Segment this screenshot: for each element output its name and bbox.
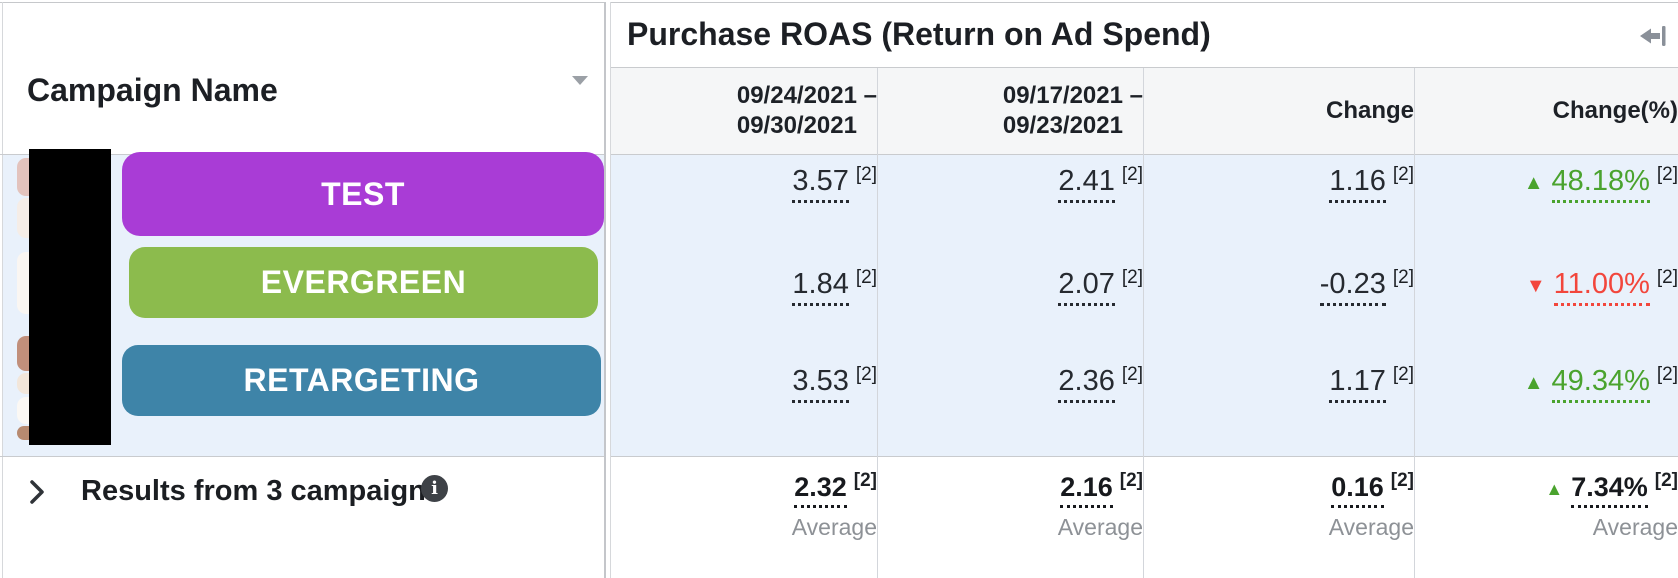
summary-cell[interactable]: 2.16 [2] bbox=[877, 467, 1154, 513]
campaign-name-pill[interactable]: EVERGREEN bbox=[129, 247, 598, 318]
summary-value[interactable]: 2.32 bbox=[794, 472, 847, 508]
table-top-border bbox=[0, 2, 1678, 3]
metric-value[interactable]: 2.36 bbox=[1058, 365, 1115, 403]
metric-value[interactable]: -0.23 bbox=[1319, 268, 1386, 306]
metric-cell[interactable]: -0.23 [2] bbox=[1143, 264, 1440, 310]
pinned-column-divider[interactable] bbox=[604, 2, 611, 578]
column-separator bbox=[1143, 68, 1144, 578]
metric-cell[interactable]: 3.53 [2] bbox=[610, 361, 901, 407]
metric-cell[interactable]: 1.84 [2] bbox=[610, 264, 901, 310]
metric-value[interactable]: 1.17 bbox=[1329, 365, 1386, 403]
metric-group-title: Purchase ROAS (Return on Ad Spend) bbox=[627, 16, 1211, 52]
footnote-marker: [2] bbox=[855, 164, 877, 185]
footnote-marker: [2] bbox=[1390, 470, 1414, 491]
metric-cell[interactable]: 1.17 [2] bbox=[1143, 361, 1440, 407]
results-summary-label: Results from 3 campaigns bbox=[81, 474, 442, 507]
summary-cell[interactable]: 2.32 [2] bbox=[610, 467, 886, 513]
metric-value[interactable]: 2.07 bbox=[1058, 268, 1115, 306]
column-separator bbox=[877, 68, 878, 578]
footer-divider bbox=[0, 456, 1678, 457]
average-label: Average bbox=[1592, 513, 1678, 540]
metric-cell[interactable]: 2.41 [2] bbox=[877, 161, 1179, 207]
metric-value[interactable]: 3.57 bbox=[792, 165, 849, 203]
trend-down-icon: ▼ bbox=[1525, 274, 1546, 297]
metric-cell[interactable]: ▲ 48.18% [2] bbox=[1414, 161, 1678, 207]
metric-value[interactable]: 3.53 bbox=[792, 365, 849, 403]
table-left-border bbox=[2, 2, 3, 578]
column-header-change[interactable]: Change bbox=[1325, 97, 1414, 124]
column-separator bbox=[1414, 68, 1415, 578]
metric-cell[interactable]: ▼ 11.00% [2] bbox=[1414, 264, 1678, 310]
date-range-line1: 09/24/2021 – bbox=[736, 82, 877, 109]
footnote-marker: [2] bbox=[855, 364, 877, 385]
footnote-marker: [2] bbox=[1656, 364, 1678, 385]
metric-value[interactable]: 1.16 bbox=[1329, 165, 1386, 203]
footnote-marker: [2] bbox=[1392, 267, 1414, 288]
summary-value[interactable]: 0.16 bbox=[1331, 472, 1384, 508]
trend-up-icon: ▲ bbox=[1523, 171, 1544, 194]
footnote-marker: [2] bbox=[1121, 164, 1143, 185]
metric-cell[interactable]: 2.07 [2] bbox=[877, 264, 1179, 310]
info-icon[interactable]: i bbox=[421, 475, 448, 502]
footnote-marker: [2] bbox=[1392, 164, 1414, 185]
footnote-marker: [2] bbox=[1392, 364, 1414, 385]
header-body-divider bbox=[0, 154, 1678, 155]
footnote-marker: [2] bbox=[1654, 470, 1678, 491]
metric-value[interactable]: 49.34% bbox=[1551, 365, 1650, 403]
metric-value[interactable]: 11.00% bbox=[1553, 268, 1650, 306]
average-label: Average bbox=[1328, 513, 1414, 540]
footnote-marker: [2] bbox=[1656, 267, 1678, 288]
subheader-band bbox=[611, 68, 1678, 154]
metric-cell[interactable]: 2.36 [2] bbox=[877, 361, 1179, 407]
metric-value[interactable]: 2.41 bbox=[1058, 165, 1115, 203]
summary-cell[interactable]: ▲ 7.34% [2] bbox=[1414, 467, 1678, 513]
summary-cell[interactable]: 0.16 [2] bbox=[1143, 467, 1433, 513]
column-header-current-period[interactable]: 09/24/2021 – 09/30/2021 bbox=[610, 68, 889, 154]
campaign-name-pill[interactable]: TEST bbox=[122, 152, 604, 236]
average-label: Average bbox=[791, 513, 877, 540]
chevron-down-icon[interactable] bbox=[572, 76, 588, 85]
footnote-marker: [2] bbox=[1119, 470, 1143, 491]
footnote-marker: [2] bbox=[1121, 267, 1143, 288]
collapse-column-icon[interactable] bbox=[1638, 23, 1668, 49]
metric-header-divider bbox=[611, 67, 1678, 68]
metric-cell[interactable]: 3.57 [2] bbox=[610, 161, 901, 207]
footnote-marker: [2] bbox=[853, 470, 877, 491]
metric-cell[interactable]: ▲ 49.34% [2] bbox=[1414, 361, 1678, 407]
footnote-marker: [2] bbox=[855, 267, 877, 288]
metric-value[interactable]: 48.18% bbox=[1551, 165, 1650, 203]
summary-value[interactable]: 7.34% bbox=[1571, 472, 1648, 508]
metric-cell[interactable]: 1.16 [2] bbox=[1143, 161, 1440, 207]
redaction-overlay bbox=[29, 149, 111, 445]
column-header-previous-period[interactable]: 09/17/2021 – 09/23/2021 bbox=[877, 68, 1154, 154]
footnote-marker: [2] bbox=[1121, 364, 1143, 385]
trend-up-icon: ▲ bbox=[1545, 478, 1564, 499]
summary-value[interactable]: 2.16 bbox=[1060, 472, 1113, 508]
campaign-name-pill[interactable]: RETARGETING bbox=[122, 345, 601, 416]
date-range-line1: 09/17/2021 – bbox=[1002, 82, 1143, 109]
metric-value[interactable]: 1.84 bbox=[792, 268, 849, 306]
campaign-name-header[interactable]: Campaign Name bbox=[27, 71, 278, 108]
footnote-marker: [2] bbox=[1656, 164, 1678, 185]
trend-up-icon: ▲ bbox=[1523, 371, 1544, 394]
date-range-line2: 09/23/2021 bbox=[1002, 112, 1123, 139]
average-label: Average bbox=[1057, 513, 1143, 540]
chevron-right-icon[interactable] bbox=[27, 479, 47, 505]
date-range-line2: 09/30/2021 bbox=[736, 112, 857, 139]
column-header-change-pct[interactable]: Change(%) bbox=[1552, 97, 1678, 124]
